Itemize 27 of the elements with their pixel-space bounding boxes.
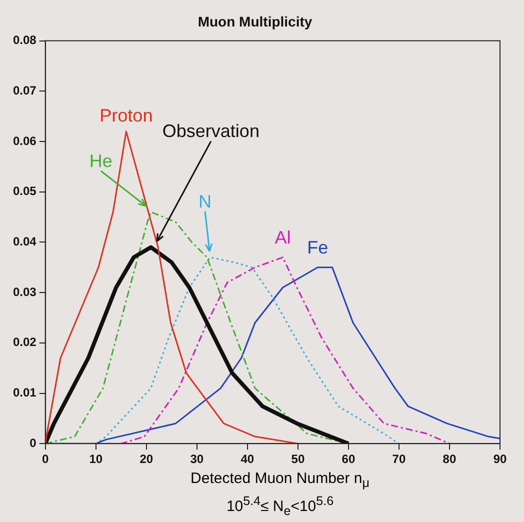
y-tick-label: 0.07 xyxy=(12,83,37,98)
text: Detected Muon Number n$_{μ}$ 10$^{5.4}$≤ N$_{e}$<10$^{5.6}$ xyxy=(190,470,370,518)
y-tick-label: 0.06 xyxy=(12,134,37,148)
y-tick-label: 0 xyxy=(30,436,37,450)
x-tick-label: 80 xyxy=(442,452,456,466)
text: Observation xyxy=(162,121,260,142)
y-tick-label: 0.04 xyxy=(12,234,37,249)
y-tick-label: 0.03 xyxy=(12,284,37,299)
x-tick-label: 40 xyxy=(240,452,254,466)
y-tick-label: 0.05 xyxy=(12,184,37,198)
series-label: Al xyxy=(274,227,291,248)
series-label: Fe xyxy=(307,237,328,258)
x-tick-label: 70 xyxy=(392,452,406,466)
y-tick-label: 0.01 xyxy=(12,386,37,400)
x-tick-label: 10 xyxy=(89,452,103,466)
y-tick-label: 0.02 xyxy=(12,335,37,350)
text: N xyxy=(198,191,212,212)
x-tick-label: 50 xyxy=(291,452,305,466)
text: He xyxy=(89,150,112,171)
x-tick-label: 30 xyxy=(190,452,204,466)
series-label: Proton xyxy=(100,105,153,126)
x-tick-label: 90 xyxy=(493,452,507,466)
y-tick-label: 0.08 xyxy=(12,33,37,48)
chart-title: Muon Multiplicity xyxy=(198,13,312,30)
x-tick-label: 60 xyxy=(342,452,356,466)
x-tick-label: 20 xyxy=(140,452,154,466)
x-tick-label: 0 xyxy=(42,452,50,466)
